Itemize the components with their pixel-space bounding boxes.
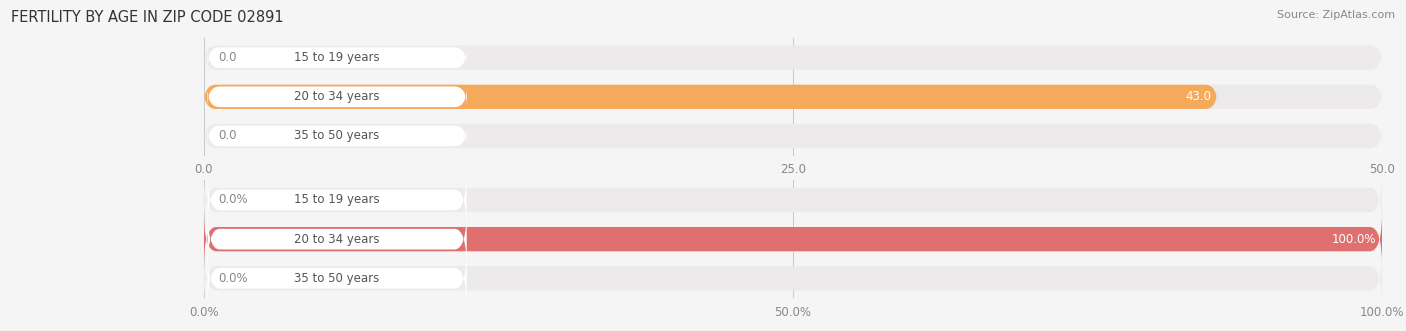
FancyBboxPatch shape [204,211,1382,267]
FancyBboxPatch shape [208,126,467,146]
Text: 15 to 19 years: 15 to 19 years [294,194,380,207]
FancyBboxPatch shape [204,172,1382,228]
FancyBboxPatch shape [208,248,467,308]
Text: 20 to 34 years: 20 to 34 years [294,233,380,246]
Text: 35 to 50 years: 35 to 50 years [294,129,380,142]
Text: 20 to 34 years: 20 to 34 years [294,90,380,103]
Text: 15 to 19 years: 15 to 19 years [294,51,380,64]
Text: 0.0: 0.0 [218,129,236,142]
Text: 100.0%: 100.0% [1331,233,1376,246]
Text: Source: ZipAtlas.com: Source: ZipAtlas.com [1277,10,1395,20]
FancyBboxPatch shape [208,47,467,68]
FancyBboxPatch shape [204,211,1382,267]
FancyBboxPatch shape [204,85,1382,109]
FancyBboxPatch shape [204,250,1382,307]
FancyBboxPatch shape [204,124,1382,148]
Text: 0.0%: 0.0% [218,194,247,207]
Text: 0.0%: 0.0% [218,272,247,285]
Text: 35 to 50 years: 35 to 50 years [294,272,380,285]
FancyBboxPatch shape [208,86,467,107]
Text: 0.0: 0.0 [218,51,236,64]
Text: 43.0: 43.0 [1185,90,1211,103]
FancyBboxPatch shape [204,85,1218,109]
Text: FERTILITY BY AGE IN ZIP CODE 02891: FERTILITY BY AGE IN ZIP CODE 02891 [11,10,284,25]
FancyBboxPatch shape [204,45,1382,70]
FancyBboxPatch shape [208,209,467,269]
FancyBboxPatch shape [208,170,467,230]
